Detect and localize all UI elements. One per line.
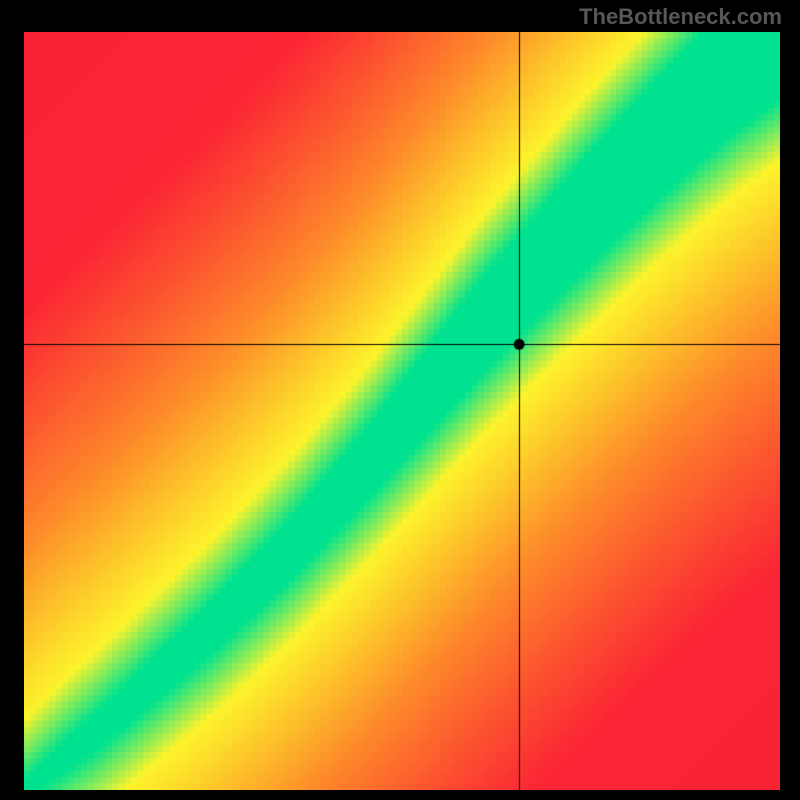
attribution-text: TheBottleneck.com bbox=[579, 4, 782, 30]
chart-container: TheBottleneck.com bbox=[0, 0, 800, 800]
crosshair-overlay bbox=[0, 0, 800, 800]
